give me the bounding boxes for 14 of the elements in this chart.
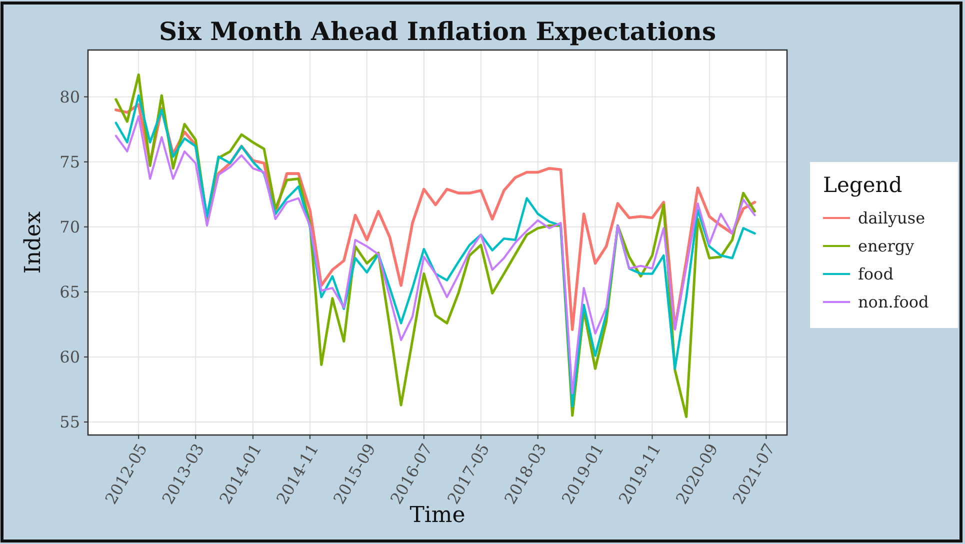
chart-title: Six Month Ahead Inflation Expectations [158, 17, 716, 46]
y-tick-label: 75 [60, 152, 80, 172]
legend-label: non.food [858, 292, 929, 312]
legend-label: energy [858, 236, 914, 256]
legend-title: Legend [823, 173, 902, 197]
y-axis-title: Index [21, 210, 46, 274]
y-tick-label: 65 [60, 282, 80, 302]
legend-label: dailyuse [858, 208, 926, 228]
y-tick-label: 55 [60, 412, 80, 432]
legend-label: food [858, 264, 894, 284]
y-tick-label: 80 [60, 87, 80, 106]
y-tick-label: 70 [60, 217, 80, 236]
y-tick-label: 60 [60, 348, 80, 367]
x-axis-title: Time [410, 503, 466, 528]
